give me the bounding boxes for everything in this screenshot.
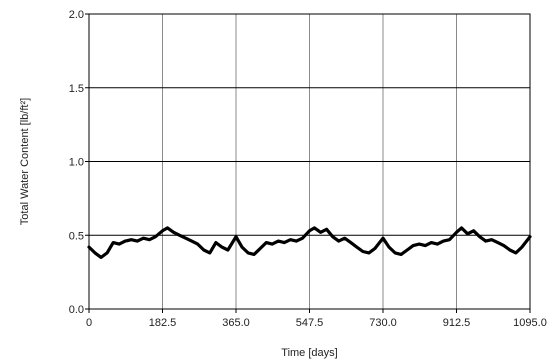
x-tick-label: 547.5 [296, 317, 324, 329]
series-line [87, 226, 532, 259]
y-tick-label: 1.0 [69, 157, 84, 169]
x-tick-label: 0 [86, 317, 92, 329]
x-tick-label: 365.0 [222, 317, 250, 329]
x-tick-label: 912.5 [443, 317, 471, 329]
y-axis: 0.0 0.5 1.0 1.5 2.0 [69, 9, 89, 316]
y-tick-label: 0.0 [69, 304, 84, 316]
x-tick-label: 730.0 [369, 317, 397, 329]
x-axis-title: Time [days] [281, 347, 337, 359]
y-tick-label: 0.5 [69, 230, 84, 242]
x-axis: 0 182.5 365.0 547.5 730.0 912.5 1095.0 [86, 309, 547, 329]
grid-lines [89, 14, 530, 309]
series-group [87, 226, 532, 259]
y-tick-label: 2.0 [69, 9, 84, 21]
y-axis-title: Total Water Content [lb/ft²] [19, 98, 31, 225]
x-tick-label: 1095.0 [513, 317, 547, 329]
y-tick-label: 1.5 [69, 83, 84, 95]
x-tick-label: 182.5 [149, 317, 177, 329]
